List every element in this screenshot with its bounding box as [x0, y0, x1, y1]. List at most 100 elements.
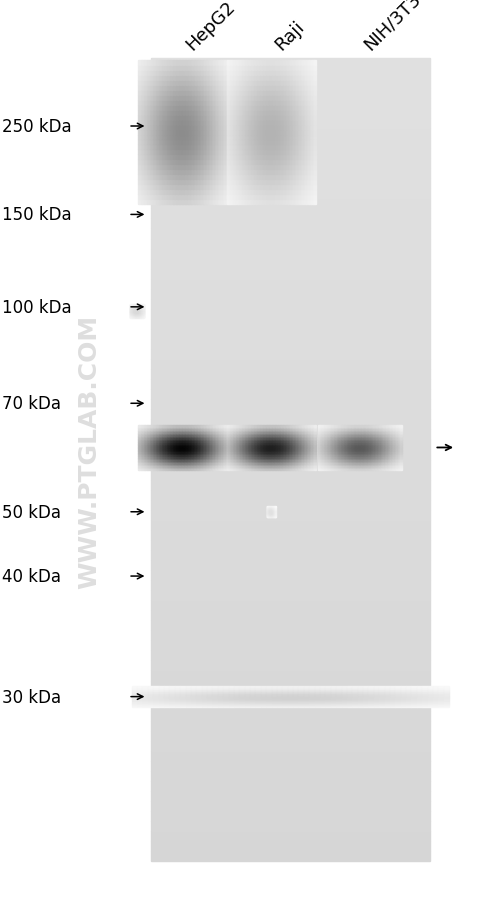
Bar: [357, 430, 358, 432]
Bar: [204, 115, 206, 121]
Bar: [200, 189, 201, 195]
Bar: [393, 463, 395, 465]
Bar: [185, 145, 186, 150]
Bar: [366, 450, 368, 452]
Bar: [381, 443, 382, 444]
Bar: [188, 460, 189, 461]
Bar: [275, 179, 276, 185]
Bar: [368, 444, 369, 446]
Bar: [157, 106, 159, 111]
Bar: [223, 469, 224, 471]
Bar: [173, 452, 174, 454]
Bar: [173, 61, 174, 66]
Bar: [336, 428, 338, 430]
Bar: [188, 150, 189, 155]
Bar: [281, 145, 283, 150]
Bar: [305, 81, 307, 86]
Bar: [257, 447, 258, 449]
Bar: [351, 452, 352, 454]
Bar: [262, 91, 263, 96]
Bar: [228, 460, 229, 461]
Bar: [371, 467, 372, 469]
Bar: [286, 150, 287, 155]
Bar: [142, 185, 144, 189]
Bar: [366, 458, 368, 460]
Bar: [160, 426, 162, 427]
Bar: [352, 456, 354, 458]
Bar: [157, 61, 159, 66]
Bar: [295, 111, 296, 115]
Bar: [396, 439, 397, 441]
Bar: [260, 145, 262, 150]
Bar: [144, 465, 145, 467]
Bar: [144, 115, 145, 121]
Bar: [141, 467, 142, 469]
Bar: [237, 185, 239, 189]
Bar: [233, 439, 234, 441]
Bar: [195, 465, 197, 467]
Bar: [185, 101, 186, 106]
Bar: [159, 111, 160, 115]
Bar: [290, 81, 292, 86]
Bar: [195, 61, 197, 66]
Bar: [296, 106, 298, 111]
Bar: [390, 458, 392, 460]
Bar: [397, 452, 399, 454]
Bar: [200, 61, 201, 66]
Bar: [295, 179, 296, 185]
Bar: [325, 455, 327, 456]
Bar: [314, 460, 316, 461]
Bar: [252, 458, 254, 460]
Bar: [264, 189, 266, 195]
Bar: [366, 444, 368, 446]
Bar: [162, 131, 164, 135]
Bar: [201, 131, 203, 135]
Bar: [263, 460, 264, 461]
Bar: [399, 427, 400, 428]
Bar: [307, 96, 308, 101]
Bar: [392, 463, 393, 465]
Bar: [221, 441, 223, 443]
Bar: [393, 444, 395, 446]
Bar: [215, 454, 216, 455]
Bar: [236, 66, 237, 71]
Bar: [192, 170, 194, 175]
Bar: [251, 179, 252, 185]
Bar: [164, 465, 165, 467]
Bar: [269, 121, 270, 125]
Bar: [177, 439, 179, 441]
Bar: [266, 447, 267, 449]
Bar: [194, 125, 195, 131]
Bar: [263, 96, 264, 101]
Bar: [287, 61, 288, 66]
Bar: [165, 439, 167, 441]
Bar: [203, 450, 204, 452]
Bar: [298, 71, 299, 76]
Bar: [286, 465, 287, 467]
Bar: [295, 465, 296, 467]
Bar: [304, 441, 305, 443]
Bar: [240, 145, 242, 150]
Bar: [176, 121, 177, 125]
Bar: [162, 115, 164, 121]
Bar: [281, 430, 283, 432]
Bar: [252, 101, 254, 106]
Bar: [287, 195, 288, 199]
Bar: [286, 135, 287, 141]
Bar: [200, 446, 201, 447]
Bar: [395, 465, 396, 467]
Bar: [298, 115, 299, 121]
Bar: [338, 454, 339, 455]
Bar: [243, 435, 245, 437]
Bar: [160, 446, 162, 447]
Bar: [272, 454, 274, 455]
Bar: [251, 101, 252, 106]
Bar: [298, 170, 299, 175]
Bar: [148, 452, 150, 454]
Bar: [249, 160, 251, 165]
Bar: [207, 61, 209, 66]
Bar: [156, 81, 157, 86]
Bar: [239, 81, 240, 86]
Bar: [183, 432, 185, 433]
Bar: [385, 433, 386, 435]
